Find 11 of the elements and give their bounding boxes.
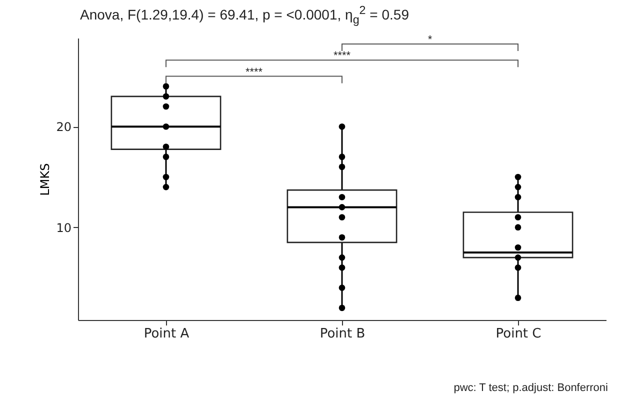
- text: pwc: T test; p.adjust: Bonferroni: [454, 382, 608, 394]
- annotation: ****: [333, 50, 352, 62]
- x-tick-label: Point B: [320, 326, 366, 342]
- y-tick-label: 10: [56, 220, 72, 235]
- y-axis-title: LMKS: [38, 163, 52, 196]
- x-tick-label: Point C: [496, 326, 542, 342]
- annotation: *: [428, 34, 433, 46]
- x-tick-label: Point A: [144, 326, 190, 342]
- annotation: ****: [245, 66, 264, 78]
- chart-title: Anova, F(1.29,19.4) = 69.41, p = <0.0001, η$_{g}$$^{2}$ = 0.59: [80, 4, 409, 26]
- y-tick-label: 20: [56, 120, 72, 134]
